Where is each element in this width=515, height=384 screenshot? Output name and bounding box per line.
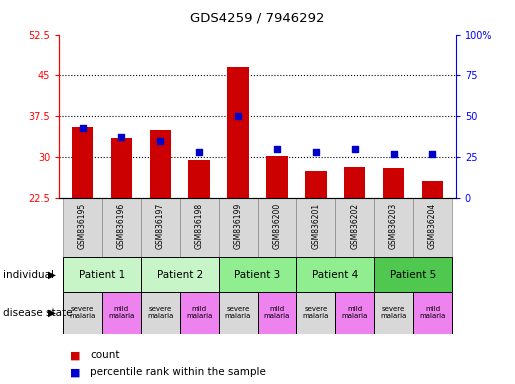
Point — [78, 124, 87, 131]
Bar — [383, 168, 404, 198]
Text: GSM836201: GSM836201 — [311, 202, 320, 249]
Bar — [266, 156, 288, 198]
Text: GSM836202: GSM836202 — [350, 202, 359, 249]
FancyBboxPatch shape — [374, 257, 452, 292]
Text: count: count — [90, 350, 119, 360]
Text: ■: ■ — [70, 350, 80, 360]
Text: mild
malaria: mild malaria — [419, 306, 445, 319]
Text: GSM836199: GSM836199 — [234, 202, 243, 249]
Text: Patient 3: Patient 3 — [234, 270, 281, 280]
FancyBboxPatch shape — [335, 292, 374, 334]
FancyBboxPatch shape — [296, 198, 335, 257]
Text: severe
malaria: severe malaria — [225, 306, 251, 319]
Point — [156, 137, 164, 144]
Text: mild
malaria: mild malaria — [341, 306, 368, 319]
Bar — [111, 138, 132, 198]
Bar — [422, 182, 443, 198]
Point — [117, 134, 126, 141]
FancyBboxPatch shape — [219, 198, 258, 257]
FancyBboxPatch shape — [141, 198, 180, 257]
Text: mild
malaria: mild malaria — [186, 306, 212, 319]
Bar — [150, 130, 171, 198]
Text: GSM836203: GSM836203 — [389, 202, 398, 249]
FancyBboxPatch shape — [374, 198, 413, 257]
Point — [389, 151, 398, 157]
Text: mild
malaria: mild malaria — [264, 306, 290, 319]
Point — [195, 149, 203, 155]
FancyBboxPatch shape — [413, 198, 452, 257]
Text: Patient 2: Patient 2 — [157, 270, 203, 280]
Text: severe
malaria: severe malaria — [70, 306, 96, 319]
Bar — [344, 167, 365, 198]
Text: percentile rank within the sample: percentile rank within the sample — [90, 367, 266, 377]
Point — [234, 113, 242, 119]
FancyBboxPatch shape — [63, 257, 141, 292]
Bar — [305, 170, 327, 198]
FancyBboxPatch shape — [374, 292, 413, 334]
Text: GSM836204: GSM836204 — [428, 202, 437, 249]
Point — [273, 146, 281, 152]
Bar — [227, 67, 249, 198]
Text: disease state: disease state — [3, 308, 72, 318]
FancyBboxPatch shape — [413, 292, 452, 334]
FancyBboxPatch shape — [335, 198, 374, 257]
Text: mild
malaria: mild malaria — [108, 306, 134, 319]
FancyBboxPatch shape — [102, 292, 141, 334]
Text: severe
malaria: severe malaria — [303, 306, 329, 319]
Text: severe
malaria: severe malaria — [147, 306, 174, 319]
FancyBboxPatch shape — [141, 292, 180, 334]
Text: Patient 4: Patient 4 — [312, 270, 358, 280]
Point — [428, 151, 437, 157]
FancyBboxPatch shape — [258, 292, 296, 334]
FancyBboxPatch shape — [141, 257, 219, 292]
Text: ■: ■ — [70, 367, 80, 377]
FancyBboxPatch shape — [63, 292, 102, 334]
Text: severe
malaria: severe malaria — [381, 306, 407, 319]
FancyBboxPatch shape — [180, 198, 219, 257]
Text: individual: individual — [3, 270, 54, 280]
Text: Patient 1: Patient 1 — [79, 270, 125, 280]
Bar — [72, 127, 93, 198]
Bar — [188, 160, 210, 198]
Text: GSM836198: GSM836198 — [195, 202, 204, 249]
FancyBboxPatch shape — [180, 292, 219, 334]
Text: ▶: ▶ — [47, 270, 56, 280]
FancyBboxPatch shape — [219, 292, 258, 334]
FancyBboxPatch shape — [296, 292, 335, 334]
Text: GSM836196: GSM836196 — [117, 202, 126, 249]
Text: ▶: ▶ — [47, 308, 56, 318]
Point — [312, 149, 320, 155]
Text: GSM836195: GSM836195 — [78, 202, 87, 249]
Text: Patient 5: Patient 5 — [390, 270, 436, 280]
FancyBboxPatch shape — [219, 257, 296, 292]
FancyBboxPatch shape — [102, 198, 141, 257]
Text: GDS4259 / 7946292: GDS4259 / 7946292 — [190, 12, 325, 25]
Text: GSM836197: GSM836197 — [156, 202, 165, 249]
Point — [351, 146, 359, 152]
Text: GSM836200: GSM836200 — [272, 202, 281, 249]
FancyBboxPatch shape — [296, 257, 374, 292]
FancyBboxPatch shape — [258, 198, 296, 257]
FancyBboxPatch shape — [63, 198, 102, 257]
